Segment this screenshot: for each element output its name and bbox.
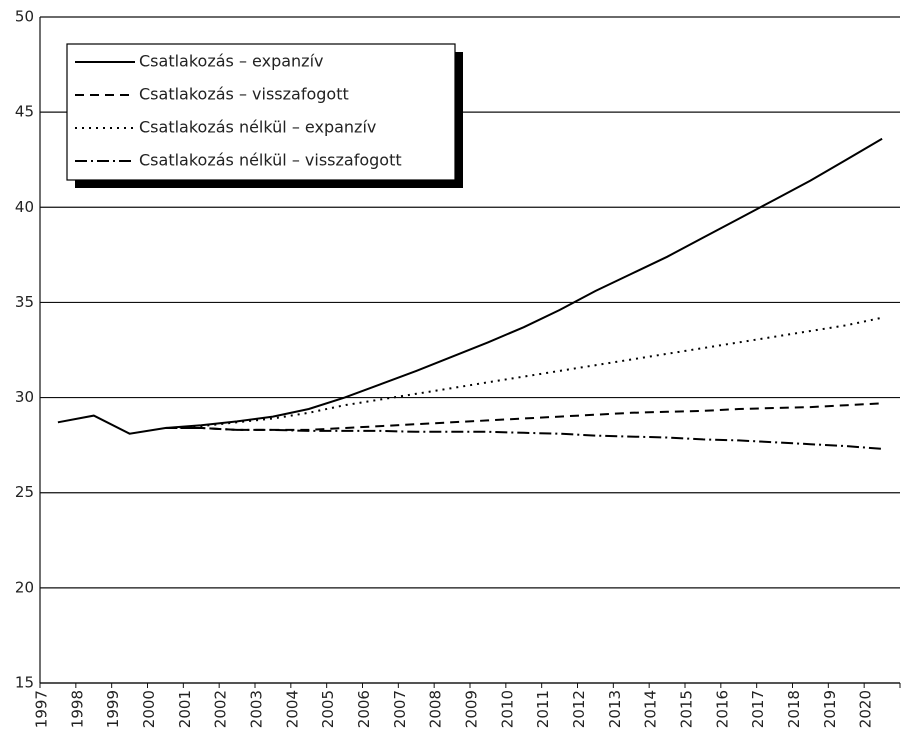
x-tick-label: 1999 — [104, 690, 122, 728]
legend-label: Csatlakozás – expanzív — [139, 52, 323, 71]
legend-label: Csatlakozás – visszafogott — [139, 85, 349, 104]
x-tick-label: 2017 — [749, 690, 767, 728]
y-tick-label: 25 — [15, 483, 34, 501]
x-tick-label: 2005 — [319, 690, 337, 728]
x-tick-label: 2018 — [785, 690, 803, 728]
x-tick-label: 1998 — [68, 690, 86, 728]
legend-label: Csatlakozás nélkül – visszafogott — [139, 151, 402, 170]
x-tick-label: 2015 — [677, 690, 695, 728]
y-tick-label: 35 — [15, 293, 34, 311]
y-tick-label: 20 — [15, 578, 34, 596]
x-tick-label: 2012 — [570, 690, 588, 728]
y-tick-label: 15 — [15, 674, 34, 692]
x-tick-label: 2020 — [857, 690, 875, 728]
x-tick-label: 2010 — [498, 690, 516, 728]
x-tick-label: 2004 — [283, 690, 301, 728]
x-tick-label: 1997 — [32, 690, 50, 728]
x-tick-label: 2006 — [355, 690, 373, 728]
legend — [66, 43, 456, 181]
x-tick-label: 2013 — [606, 690, 624, 728]
x-tick-label: 2002 — [212, 690, 230, 728]
x-tick-label: 2000 — [140, 690, 158, 728]
x-tick-label: 2014 — [642, 690, 660, 728]
x-tick-label: 2009 — [462, 690, 480, 728]
series-line — [165, 427, 883, 450]
x-tick-label: 2007 — [391, 690, 409, 728]
x-tick-label: 2008 — [427, 690, 445, 728]
x-tick-label: 2019 — [821, 690, 839, 728]
y-tick-label: 45 — [15, 103, 34, 121]
y-tick-label: 50 — [15, 8, 34, 26]
x-tick-label: 2016 — [713, 690, 731, 728]
y-tick-label: 30 — [15, 388, 34, 406]
y-tick-label: 40 — [15, 198, 34, 216]
x-tick-label: 2011 — [534, 690, 552, 728]
x-tick-label: 2001 — [176, 690, 194, 728]
series-line — [165, 316, 883, 429]
x-tick-label: 2003 — [247, 690, 265, 728]
legend-label: Csatlakozás nélkül – expanzív — [139, 118, 376, 137]
